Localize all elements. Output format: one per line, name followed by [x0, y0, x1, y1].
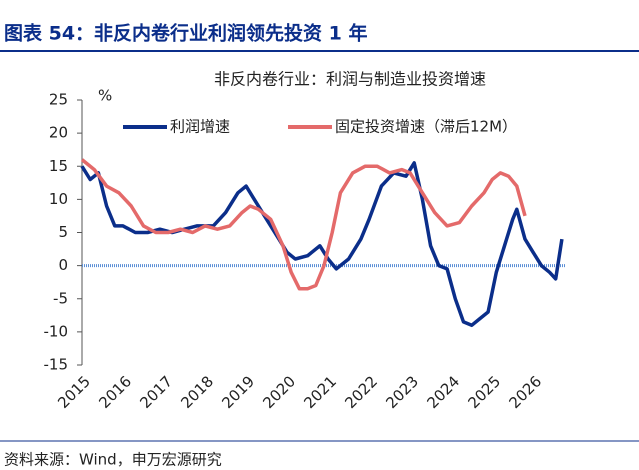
x-tick-label: 2017 — [136, 372, 176, 412]
header-title: 图表 54：非反内卷行业利润领先投资 1 年 — [4, 22, 368, 45]
y-tick-label: -15 — [44, 356, 69, 374]
legend-label: 利润增速 — [170, 118, 230, 136]
y-unit: % — [98, 87, 112, 105]
x-tick-label: 2023 — [382, 372, 422, 412]
line-series — [80, 158, 527, 291]
y-tick-label: 5 — [58, 223, 68, 241]
y-tick-label: 15 — [49, 157, 68, 175]
y-tick-label: 0 — [58, 256, 68, 274]
x-tick-label: 2018 — [177, 372, 217, 412]
y-tick-label: 25 — [49, 91, 68, 109]
legend-label: 固定投资增速（滞后12M） — [335, 118, 517, 136]
x-tick-label: 2016 — [95, 372, 135, 412]
x-tick-label: 2025 — [464, 372, 504, 412]
chart-title: 非反内卷行业：利润与制造业投资增速 — [214, 70, 486, 89]
x-tick-label: 2015 — [54, 372, 94, 412]
y-tick-label: -5 — [53, 289, 68, 307]
y-tick-label: -10 — [44, 322, 69, 340]
x-tick-label: 2019 — [218, 372, 258, 412]
line-series — [80, 161, 564, 328]
x-tick-label: 2020 — [259, 372, 299, 412]
x-tick-label: 2022 — [341, 372, 381, 412]
x-tick-label: 2021 — [300, 372, 340, 412]
source: 资料来源：Wind，申万宏源研究 — [4, 451, 222, 469]
x-tick-label: 2024 — [423, 372, 463, 412]
y-tick-label: 10 — [49, 190, 68, 208]
x-tick-label: 2026 — [505, 372, 545, 412]
y-tick-label: 20 — [49, 124, 68, 142]
